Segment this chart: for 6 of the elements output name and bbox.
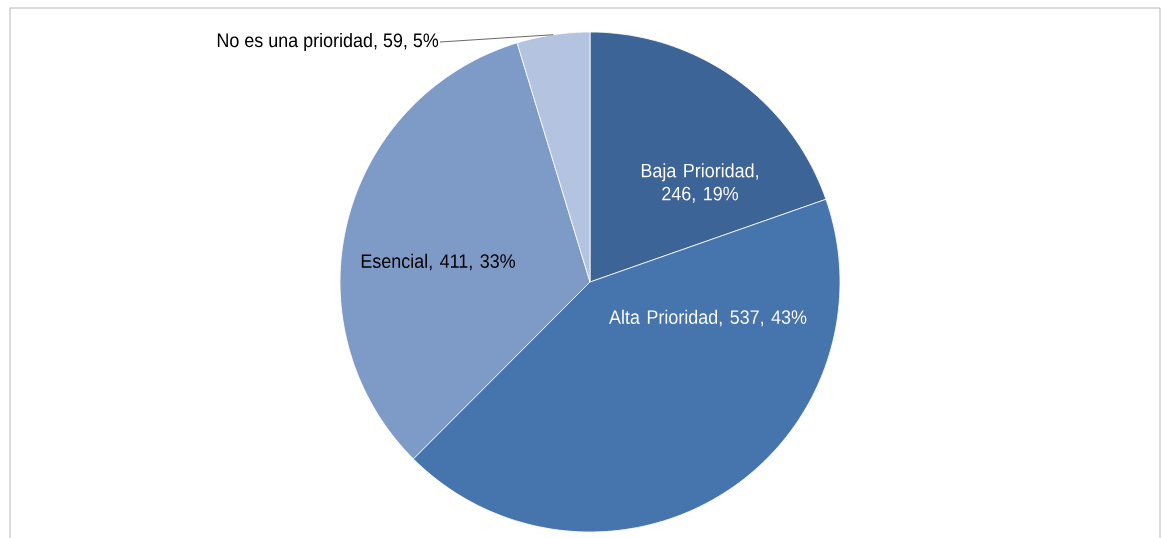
- data-label: , 411, 33%: [429, 254, 515, 271]
- slice-label: No es una prioridad: [217, 32, 372, 52]
- data-label: , 59, 5%: [374, 33, 439, 50]
- slice-label: Alta Prioridad: [609, 309, 718, 325]
- slice-label: Esencial: [361, 253, 427, 269]
- data-label: , 537, 43%: [719, 310, 807, 327]
